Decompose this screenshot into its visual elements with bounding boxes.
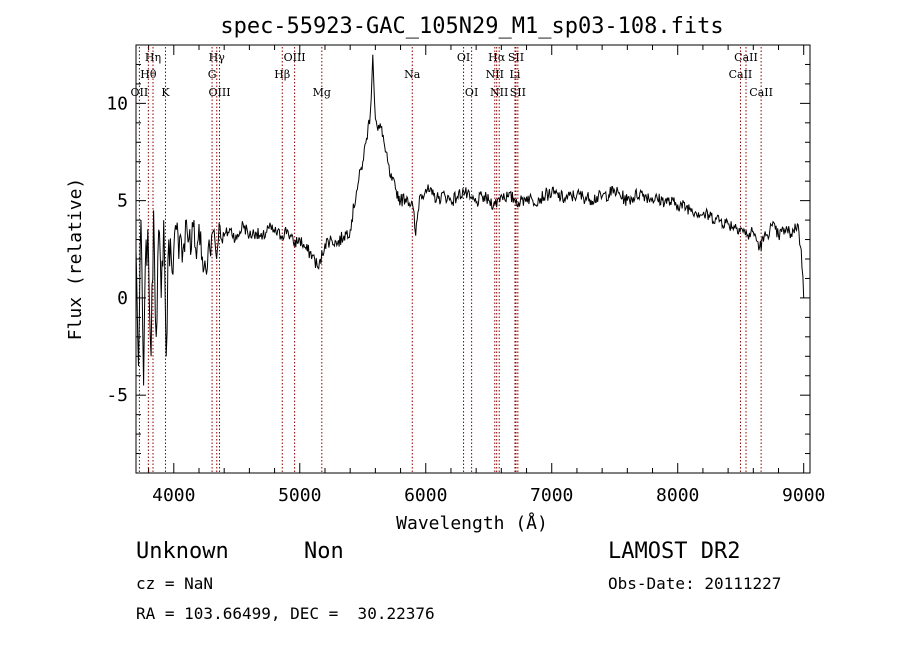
object-class: Unknown xyxy=(136,539,229,564)
line-marker-label: NII xyxy=(490,86,508,99)
line-marker-label: CaII xyxy=(729,68,753,81)
line-marker-label: OIII xyxy=(284,51,306,64)
line-marker-label: G xyxy=(208,68,217,81)
line-marker-label: Mg xyxy=(313,86,331,99)
spectrum-series xyxy=(135,54,805,386)
y-tick-label: 10 xyxy=(106,93,128,114)
line-marker-label: Na xyxy=(404,68,421,81)
line-marker-label: OIII xyxy=(208,86,230,99)
survey-name: LAMOST DR2 xyxy=(608,539,741,564)
y-tick-label: 0 xyxy=(117,288,128,309)
axis-ticks: 4000 5000 6000 7000 8000 9000 -5 0 5 10 xyxy=(106,44,825,506)
chart-title: spec-55923-GAC_105N29_M1_sp03-108.fits xyxy=(220,14,723,39)
x-tick-label: 6000 xyxy=(404,485,447,506)
line-marker-label: Hβ xyxy=(274,68,290,81)
x-tick-label: 9000 xyxy=(782,485,825,506)
line-marker-label: OI xyxy=(465,86,478,99)
line-marker-label: OII xyxy=(131,86,149,99)
y-axis-label: Flux (relative) xyxy=(65,178,86,341)
line-marker-label: K xyxy=(161,86,170,99)
x-tick-label: 5000 xyxy=(278,485,321,506)
obs-date: Obs-Date: 20111227 xyxy=(608,574,782,593)
y-tick-label: -5 xyxy=(106,385,128,406)
object-subclass: Non xyxy=(304,539,344,564)
plot-frame xyxy=(135,44,811,474)
y-tick-label: 5 xyxy=(117,191,128,212)
line-marker-label: Hα xyxy=(488,51,506,64)
line-marker-label: Li xyxy=(510,68,521,81)
line-marker-label: SII xyxy=(508,51,524,64)
line-marker-label: SII xyxy=(510,86,526,99)
line-marker-label: Hθ xyxy=(140,68,157,81)
x-axis-label: Wavelength (Å) xyxy=(396,512,548,534)
line-marker-label: Hγ xyxy=(209,51,226,64)
line-markers: OIIHθHηKHγGOIIIHβOIIIMgNaOIOIHαNIINIISII… xyxy=(131,47,773,473)
x-tick-label: 8000 xyxy=(656,485,699,506)
x-tick-label: 4000 xyxy=(152,485,195,506)
line-marker-label: NII xyxy=(486,68,504,81)
line-marker-label: OI xyxy=(457,51,470,64)
coordinates: RA = 103.66499, DEC = 30.22376 xyxy=(136,604,435,623)
line-marker-label: Hη xyxy=(145,51,161,64)
line-marker-label: CaII xyxy=(734,51,758,64)
x-tick-label: 7000 xyxy=(530,485,573,506)
redshift-cz: cz = NaN xyxy=(136,574,214,593)
line-marker-label: CaII xyxy=(749,86,773,99)
spectrum-line xyxy=(135,54,805,386)
